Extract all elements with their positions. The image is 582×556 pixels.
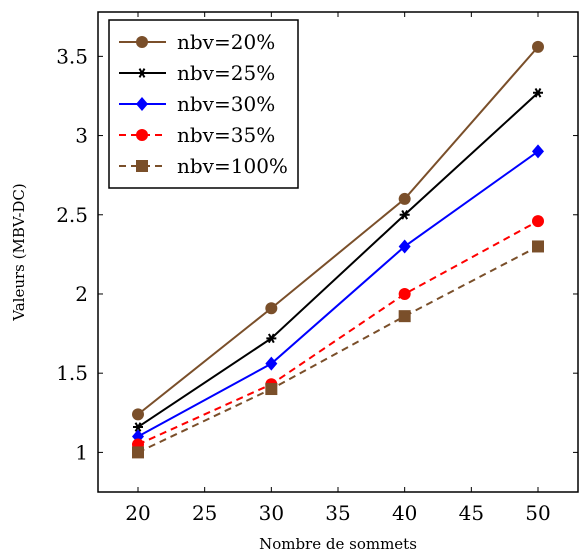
x-tick-label: 25 [192,501,217,525]
series-layer [132,40,544,459]
data-point [132,408,144,421]
legend-label: nbv=35% [177,123,275,147]
y-tick-label: 1.5 [56,361,88,385]
legend-entry: nbv=25% [119,61,275,85]
axis-ticks: 20 25 30 35 40 45 50 1 1.5 2 2.5 3 3.5 [56,12,578,525]
series-4 [132,215,544,451]
data-point [532,240,544,253]
legend-marker [136,160,148,172]
y-tick-label: 3.5 [56,44,88,68]
y-tick-label: 2.5 [56,203,88,227]
legend-entry: nbv=35% [119,123,275,147]
data-point [399,209,410,220]
series-line [137,92,539,428]
data-point [132,446,144,459]
data-point [133,422,143,432]
data-point [265,356,278,371]
legend-marker [136,129,148,141]
legend-marker [136,36,148,48]
legend-label: nbv=20% [177,30,275,54]
series-line [137,245,539,454]
y-tick-label: 1 [75,440,88,464]
data-point [265,302,278,315]
data-point [532,40,544,53]
series-5 [132,240,544,459]
legend-entry: nbv=100% [119,154,288,178]
x-tick-label: 50 [525,501,550,525]
series-1 [132,40,544,421]
series-line [137,150,539,438]
legend-label: nbv=100% [177,154,288,178]
y-axis-label: Valeurs (MBV-DC) [10,183,28,321]
series-2 [133,87,543,432]
x-tick-label: 40 [392,501,417,525]
legend-entry: nbv=30% [119,92,275,116]
legend-label: nbv=25% [177,61,275,85]
data-point [532,215,544,228]
data-point [398,310,411,323]
x-tick-label: 20 [125,501,150,525]
x-tick-label: 45 [459,501,484,525]
data-point [398,287,411,300]
data-point [533,87,543,98]
x-axis-label: Nombre de sommets [259,535,417,553]
x-tick-label: 35 [325,501,350,525]
data-point [398,192,411,205]
data-point [398,239,411,254]
legend-marker [136,97,148,111]
x-tick-label: 30 [259,501,284,525]
data-point [266,333,277,344]
series-line [137,220,539,446]
y-tick-label: 2 [75,282,88,306]
legend-entry: nbv=20% [119,30,275,54]
legend: nbv=20% nbv=25% nbv=30% nbv=35% nbv=100% [108,19,299,189]
legend-marker [137,68,147,78]
data-point [532,144,544,159]
series-3 [132,144,544,444]
data-point [265,383,278,396]
y-tick-label: 3 [75,124,88,148]
legend-label: nbv=30% [177,92,275,116]
series-line [137,46,539,416]
